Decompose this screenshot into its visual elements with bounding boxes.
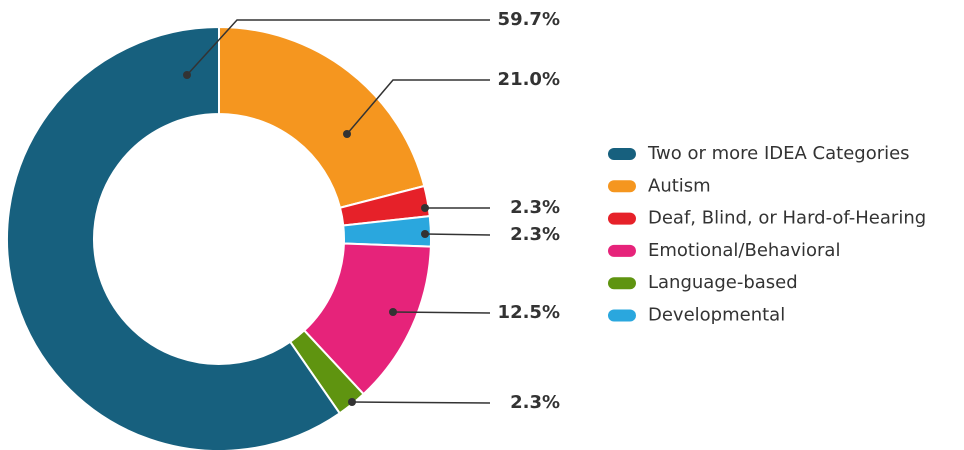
legend-label: Emotional/Behavioral	[648, 240, 840, 261]
legend-swatch	[608, 148, 636, 160]
callout-dot	[421, 204, 429, 212]
callout-line	[392, 311, 491, 314]
value-label: 21.0%	[498, 69, 560, 90]
value-label: 12.5%	[498, 302, 560, 323]
value-label: 2.3%	[510, 197, 560, 218]
callout-dot	[183, 71, 191, 79]
donut-segment	[218, 25, 426, 209]
legend-label: Language-based	[648, 272, 798, 293]
value-label: 2.3%	[510, 392, 560, 413]
legend-label: Two or more IDEA Categories	[647, 143, 910, 164]
donut-segment	[6, 25, 342, 450]
legend-label: Developmental	[648, 305, 785, 326]
value-label: 59.7%	[498, 9, 560, 30]
legend-swatch	[608, 277, 636, 290]
callout-dot	[389, 308, 397, 316]
legend-label: Autism	[648, 175, 711, 196]
callout-dot	[421, 230, 429, 238]
callout-line	[186, 19, 490, 76]
legend-swatch	[608, 180, 636, 193]
callout-dot	[348, 398, 356, 406]
callout-line	[346, 79, 490, 135]
legend-label: Deaf, Blind, or Hard-of-Hearing	[648, 208, 926, 229]
legend-swatch	[608, 212, 636, 225]
value-label: 2.3%	[510, 224, 560, 245]
legend-swatch	[608, 309, 636, 322]
callout-dot	[343, 130, 351, 138]
legend-swatch	[608, 244, 636, 257]
callout-line	[351, 401, 491, 404]
callout-line	[424, 233, 491, 236]
